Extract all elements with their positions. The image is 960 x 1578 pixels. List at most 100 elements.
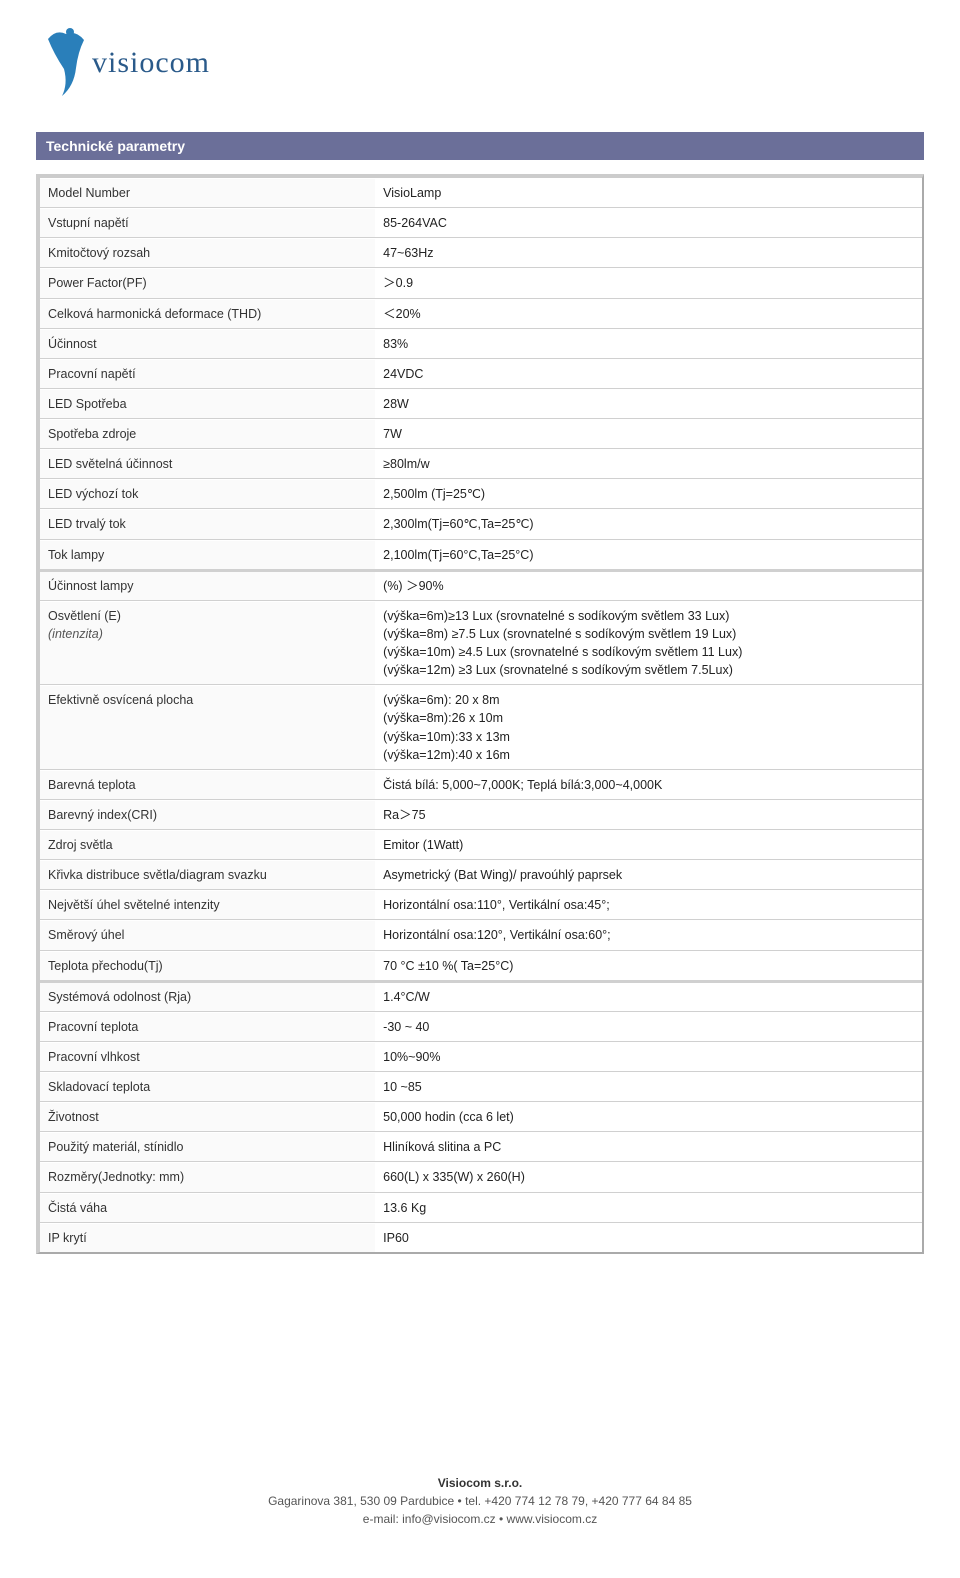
row-label: Model Number xyxy=(40,178,375,208)
table-row: Vstupní napětí85-264VAC xyxy=(40,208,922,238)
table-row: Zdroj světlaEmitor (1Watt) xyxy=(40,830,922,860)
footer-company: Visiocom s.r.o. xyxy=(36,1474,924,1492)
logo: visiocom xyxy=(36,24,924,102)
row-label: Pracovní teplota xyxy=(40,1012,375,1042)
row-label: Spotřeba zdroje xyxy=(40,419,375,449)
footer-contact: e-mail: info@visiocom.cz • www.visiocom.… xyxy=(36,1510,924,1528)
row-value: 50,000 hodin (cca 6 let) xyxy=(375,1102,922,1132)
table-row: Největší úhel světelné intenzityHorizont… xyxy=(40,890,922,920)
row-value: Emitor (1Watt) xyxy=(375,830,922,860)
table-row: Účinnost83% xyxy=(40,329,922,359)
row-label: Kmitočtový rozsah xyxy=(40,238,375,268)
row-value: (výška=6m)≥13 Lux (srovnatelné s sodíkov… xyxy=(375,601,922,686)
row-label: Barevná teplota xyxy=(40,770,375,800)
row-value: ＞0.9 xyxy=(375,268,922,298)
row-label: Účinnost lampy xyxy=(40,570,375,601)
row-label: Skladovací teplota xyxy=(40,1072,375,1102)
section-title: Technické parametry xyxy=(36,132,924,160)
row-value: VisioLamp xyxy=(375,178,922,208)
table-row: Celková harmonická deformace (THD)＜20% xyxy=(40,299,922,329)
row-label: Osvětlení (E)(intenzita) xyxy=(40,601,375,686)
row-value: 13.6 Kg xyxy=(375,1193,922,1223)
logo-text: visiocom xyxy=(92,46,210,80)
row-value: Horizontální osa:120°, Vertikální osa:60… xyxy=(375,920,922,950)
table-row: Pracovní napětí24VDC xyxy=(40,359,922,389)
row-value: 7W xyxy=(375,419,922,449)
row-value: 28W xyxy=(375,389,922,419)
row-value: 24VDC xyxy=(375,359,922,389)
row-label: Pracovní vlhkost xyxy=(40,1042,375,1072)
row-value: IP60 xyxy=(375,1223,922,1252)
table-row: Pracovní vlhkost10%~90% xyxy=(40,1042,922,1072)
row-value: (%) ＞90% xyxy=(375,570,922,601)
table-row: Power Factor(PF)＞0.9 xyxy=(40,268,922,298)
row-label: LED výchozí tok xyxy=(40,479,375,509)
row-value: 1.4°C/W xyxy=(375,981,922,1012)
row-label: Zdroj světla xyxy=(40,830,375,860)
table-row: LED světelná účinnost≥80lm/w xyxy=(40,449,922,479)
row-label: LED Spotřeba xyxy=(40,389,375,419)
table-row: LED Spotřeba28W xyxy=(40,389,922,419)
table-row: Křivka distribuce světla/diagram svazkuA… xyxy=(40,860,922,890)
row-label: Čistá váha xyxy=(40,1193,375,1223)
row-label: LED trvalý tok xyxy=(40,509,375,539)
row-value: Čistá bílá: 5,000~7,000K; Teplá bílá:3,0… xyxy=(375,770,922,800)
logo-icon xyxy=(36,24,96,102)
table-row: IP krytíIP60 xyxy=(40,1223,922,1252)
table-row: Spotřeba zdroje7W xyxy=(40,419,922,449)
row-value: 2,500lm (Tj=25℃) xyxy=(375,479,922,509)
table-row: Skladovací teplota10 ~85 xyxy=(40,1072,922,1102)
row-label: Teplota přechodu(Tj) xyxy=(40,951,375,981)
row-value: 10 ~85 xyxy=(375,1072,922,1102)
row-label: Tok lampy xyxy=(40,540,375,570)
row-label: IP krytí xyxy=(40,1223,375,1252)
row-label: Účinnost xyxy=(40,329,375,359)
row-label: Celková harmonická deformace (THD) xyxy=(40,299,375,329)
row-value: 47~63Hz xyxy=(375,238,922,268)
table-row: Tok lampy2,100lm(Tj=60°C,Ta=25°C) xyxy=(40,540,922,570)
row-label: Největší úhel světelné intenzity xyxy=(40,890,375,920)
row-value: 2,100lm(Tj=60°C,Ta=25°C) xyxy=(375,540,922,570)
row-value: Hliníková slitina a PC xyxy=(375,1132,922,1162)
table-row: Model NumberVisioLamp xyxy=(40,178,922,208)
row-value: Ra＞75 xyxy=(375,800,922,830)
row-label: Systémová odolnost (Rja) xyxy=(40,981,375,1012)
table-row: LED trvalý tok2,300lm(Tj=60℃,Ta=25℃) xyxy=(40,509,922,539)
row-value: ＜20% xyxy=(375,299,922,329)
table-row: Směrový úhelHorizontální osa:120°, Verti… xyxy=(40,920,922,950)
row-value: 85-264VAC xyxy=(375,208,922,238)
spec-table: Model NumberVisioLampVstupní napětí85-26… xyxy=(36,174,924,1254)
row-label: Rozměry(Jednotky: mm) xyxy=(40,1162,375,1192)
table-row: Životnost50,000 hodin (cca 6 let) xyxy=(40,1102,922,1132)
row-value: 10%~90% xyxy=(375,1042,922,1072)
row-label: Vstupní napětí xyxy=(40,208,375,238)
row-label: Power Factor(PF) xyxy=(40,268,375,298)
row-value: 83% xyxy=(375,329,922,359)
row-value: (výška=6m): 20 x 8m(výška=8m):26 x 10m(v… xyxy=(375,685,922,770)
row-value: -30 ~ 40 xyxy=(375,1012,922,1042)
row-value: 70 °C ±10 %( Ta=25°C) xyxy=(375,951,922,981)
table-row: Barevný index(CRI)Ra＞75 xyxy=(40,800,922,830)
row-label: Pracovní napětí xyxy=(40,359,375,389)
table-row: Čistá váha13.6 Kg xyxy=(40,1193,922,1223)
table-row: Kmitočtový rozsah47~63Hz xyxy=(40,238,922,268)
table-row: Rozměry(Jednotky: mm)660(L) x 335(W) x 2… xyxy=(40,1162,922,1192)
table-row: Efektivně osvícená plocha(výška=6m): 20 … xyxy=(40,685,922,770)
table-row: Použitý materiál, stínidloHliníková slit… xyxy=(40,1132,922,1162)
row-label: Efektivně osvícená plocha xyxy=(40,685,375,770)
row-value: 660(L) x 335(W) x 260(H) xyxy=(375,1162,922,1192)
table-row: LED výchozí tok2,500lm (Tj=25℃) xyxy=(40,479,922,509)
table-row: Systémová odolnost (Rja)1.4°C/W xyxy=(40,981,922,1012)
row-value: Asymetrický (Bat Wing)/ pravoúhlý paprse… xyxy=(375,860,922,890)
row-value: ≥80lm/w xyxy=(375,449,922,479)
table-row: Osvětlení (E)(intenzita)(výška=6m)≥13 Lu… xyxy=(40,601,922,686)
row-label: LED světelná účinnost xyxy=(40,449,375,479)
row-value: 2,300lm(Tj=60℃,Ta=25℃) xyxy=(375,509,922,539)
table-row: Pracovní teplota-30 ~ 40 xyxy=(40,1012,922,1042)
table-row: Účinnost lampy(%) ＞90% xyxy=(40,570,922,601)
table-row: Barevná teplotaČistá bílá: 5,000~7,000K;… xyxy=(40,770,922,800)
row-label: Použitý materiál, stínidlo xyxy=(40,1132,375,1162)
row-value: Horizontální osa:110°, Vertikální osa:45… xyxy=(375,890,922,920)
row-label: Křivka distribuce světla/diagram svazku xyxy=(40,860,375,890)
row-label: Barevný index(CRI) xyxy=(40,800,375,830)
